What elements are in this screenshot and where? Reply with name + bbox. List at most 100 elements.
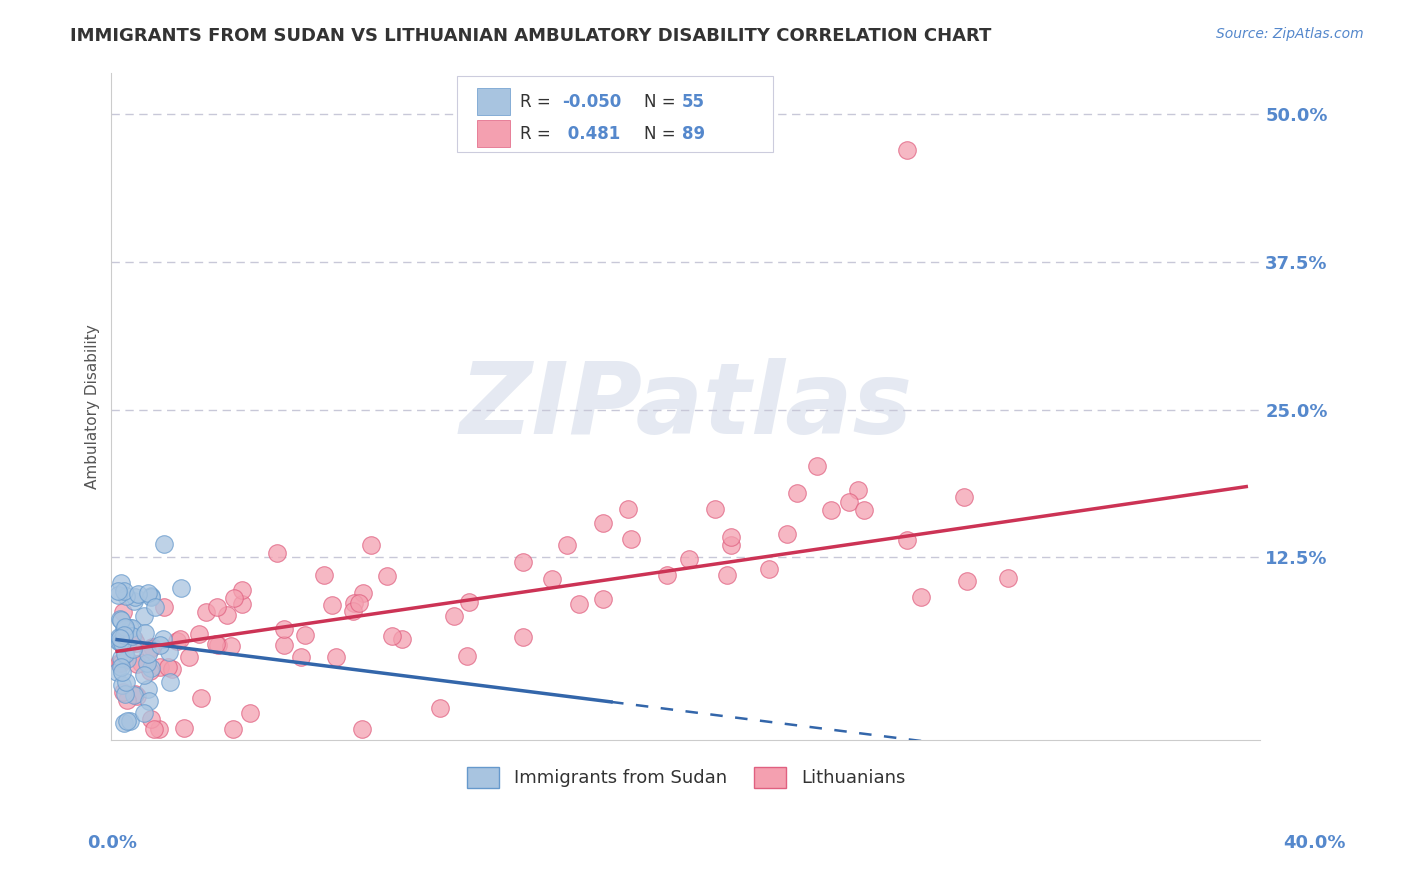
- Point: [720, 530, 742, 544]
- Point: [853, 503, 876, 517]
- Point: [141, 640, 163, 654]
- Point: [557, 538, 579, 552]
- Point: [112, 621, 135, 635]
- Point: [124, 591, 146, 605]
- Text: 0.481: 0.481: [562, 125, 620, 143]
- Point: [156, 660, 179, 674]
- Point: [152, 632, 174, 647]
- Point: [953, 490, 976, 504]
- Point: [512, 555, 534, 569]
- Point: [838, 494, 860, 508]
- Point: [217, 608, 239, 623]
- Text: N =: N =: [644, 93, 681, 111]
- Point: [107, 588, 129, 602]
- Point: [224, 591, 246, 606]
- Point: [169, 632, 191, 646]
- Point: [110, 650, 132, 665]
- Point: [456, 649, 478, 664]
- Point: [173, 721, 195, 735]
- Point: [347, 596, 370, 610]
- Point: [153, 599, 176, 614]
- Text: 89: 89: [682, 125, 704, 143]
- Point: [139, 590, 162, 604]
- Point: [620, 533, 643, 547]
- Point: [139, 665, 162, 679]
- Point: [758, 562, 780, 576]
- Point: [111, 678, 134, 692]
- Point: [114, 687, 136, 701]
- Point: [352, 722, 374, 736]
- Point: [149, 660, 172, 674]
- Point: [115, 692, 138, 706]
- Point: [110, 575, 132, 590]
- Point: [195, 605, 218, 619]
- Point: [540, 572, 562, 586]
- Point: [443, 609, 465, 624]
- Point: [160, 661, 183, 675]
- Text: 55: 55: [682, 93, 704, 111]
- Point: [290, 650, 312, 665]
- Point: [896, 533, 918, 547]
- Point: [205, 637, 228, 651]
- Point: [352, 586, 374, 600]
- Point: [114, 589, 136, 603]
- Point: [107, 583, 129, 598]
- Point: [720, 538, 742, 552]
- Point: [207, 638, 229, 652]
- Point: [391, 632, 413, 646]
- Point: [143, 599, 166, 614]
- Point: [703, 502, 725, 516]
- Point: [231, 597, 253, 611]
- Point: [138, 647, 160, 661]
- Point: [110, 613, 132, 627]
- Point: [108, 632, 131, 646]
- Point: [136, 681, 159, 696]
- Text: R =: R =: [520, 125, 557, 143]
- Point: [149, 638, 172, 652]
- Point: [134, 668, 156, 682]
- Point: [231, 583, 253, 598]
- Point: [136, 586, 159, 600]
- Point: [110, 656, 132, 670]
- Point: [112, 628, 135, 642]
- Point: [207, 600, 229, 615]
- Point: [848, 483, 870, 498]
- Point: [112, 606, 135, 620]
- Point: [657, 567, 679, 582]
- Point: [820, 502, 842, 516]
- Point: [139, 589, 162, 603]
- Point: [139, 661, 162, 675]
- Point: [375, 569, 398, 583]
- Text: R =: R =: [520, 93, 557, 111]
- Point: [896, 143, 918, 157]
- Point: [127, 690, 149, 704]
- Point: [118, 621, 141, 635]
- Point: [592, 516, 614, 531]
- Point: [108, 612, 131, 626]
- Point: [179, 650, 201, 665]
- Point: [360, 538, 382, 552]
- Point: [129, 657, 152, 671]
- Point: [956, 574, 979, 588]
- Point: [786, 486, 808, 500]
- Point: [107, 630, 129, 644]
- Point: [997, 572, 1019, 586]
- Point: [121, 629, 143, 643]
- Point: [127, 587, 149, 601]
- Point: [321, 599, 343, 613]
- Point: [221, 722, 243, 736]
- Point: [273, 622, 295, 636]
- Point: [239, 706, 262, 720]
- Text: 40.0%: 40.0%: [1284, 834, 1346, 852]
- Point: [190, 691, 212, 706]
- Point: [111, 685, 134, 699]
- Point: [342, 604, 364, 618]
- Point: [325, 650, 347, 665]
- Point: [114, 620, 136, 634]
- Text: ZIPatlas: ZIPatlas: [460, 359, 912, 455]
- Point: [114, 647, 136, 661]
- Point: [108, 635, 131, 649]
- Point: [136, 656, 159, 670]
- Point: [910, 590, 932, 604]
- Point: [132, 706, 155, 720]
